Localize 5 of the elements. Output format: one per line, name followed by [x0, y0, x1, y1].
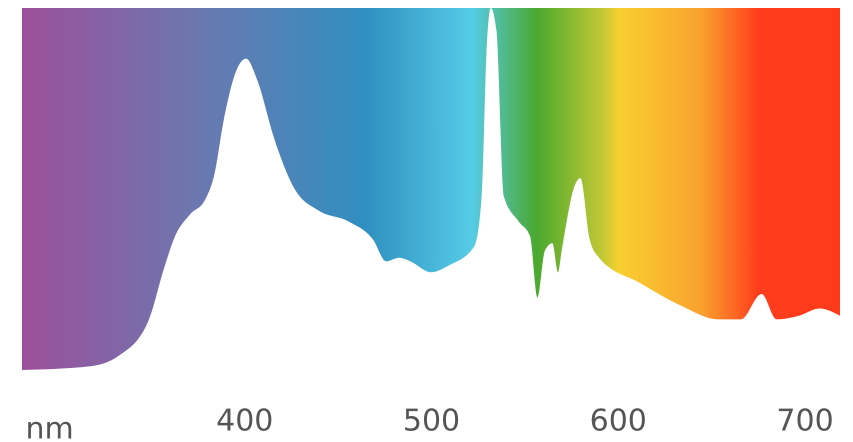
- x-tick-label: 700: [776, 404, 834, 438]
- x-axis-title: nm: [26, 412, 74, 442]
- x-tick-label: 500: [402, 404, 460, 438]
- x-tick-label: 600: [590, 404, 647, 438]
- x-tick-label: 400: [216, 404, 274, 438]
